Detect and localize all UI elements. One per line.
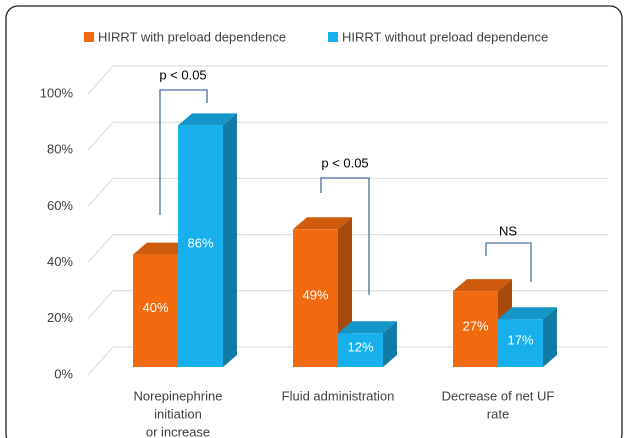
bar-top (338, 321, 397, 334)
value-label: 49% (302, 288, 328, 303)
bar-top (293, 217, 352, 230)
bars: 40% 86% 49% 12% 27% 17% (133, 113, 557, 367)
annotation: p < 0.05 (159, 67, 206, 82)
x-tick-label: Decrease of net UF (442, 388, 555, 403)
bar-top (453, 279, 512, 292)
bar (338, 321, 397, 367)
bar-front (133, 254, 178, 367)
x-tick-label: Norepinephrine (134, 388, 223, 403)
bar (498, 307, 557, 367)
y-tick-label: 20% (47, 310, 73, 325)
value-label: 27% (462, 319, 488, 334)
x-tick-label: Fluid administration (282, 388, 395, 403)
bar-front (338, 333, 383, 367)
legend-swatch (84, 32, 94, 42)
bar (178, 113, 237, 367)
bar-top (498, 307, 557, 320)
grid-line (87, 346, 608, 376)
y-tick-label: 80% (47, 142, 73, 157)
annotation: NS (499, 223, 517, 238)
bar (293, 217, 352, 367)
value-label: 86% (187, 236, 213, 251)
bar-side (223, 113, 237, 367)
bar-front (453, 291, 498, 367)
legend-label: HIRRT without preload dependence (342, 29, 548, 44)
legend-swatch (328, 32, 338, 42)
y-tick-label: 60% (47, 198, 73, 213)
bracket (159, 89, 208, 215)
bar-front (293, 229, 338, 367)
grid: 0% 20% 40% 60% 80% 100% (40, 65, 608, 381)
bracket (320, 177, 370, 295)
y-tick-label: 40% (47, 254, 73, 269)
y-tick-label: 0% (54, 366, 73, 381)
x-tick-label: rate (487, 406, 509, 421)
frame (5, 5, 623, 438)
annotation: p < 0.05 (321, 155, 368, 170)
bracket (485, 242, 532, 282)
bar-top (178, 113, 237, 126)
grid-line (87, 234, 608, 263)
bar-top (133, 242, 192, 255)
value-label: 40% (142, 300, 168, 315)
grid-line (87, 177, 608, 207)
grid-line (87, 290, 608, 320)
x-tick-label: or increase (146, 424, 210, 438)
bar-front (178, 125, 223, 367)
legend-label: HIRRT with preload dependence (98, 29, 286, 44)
bar-front (498, 319, 543, 367)
grid-line (87, 121, 608, 151)
value-label: 17% (507, 333, 533, 348)
x-tick-label: initiation (154, 406, 202, 421)
bar-side (383, 321, 397, 367)
y-tick-label: 100% (40, 85, 74, 100)
value-label: 12% (347, 340, 373, 355)
bar-side (543, 307, 557, 367)
grid-line (87, 65, 608, 95)
